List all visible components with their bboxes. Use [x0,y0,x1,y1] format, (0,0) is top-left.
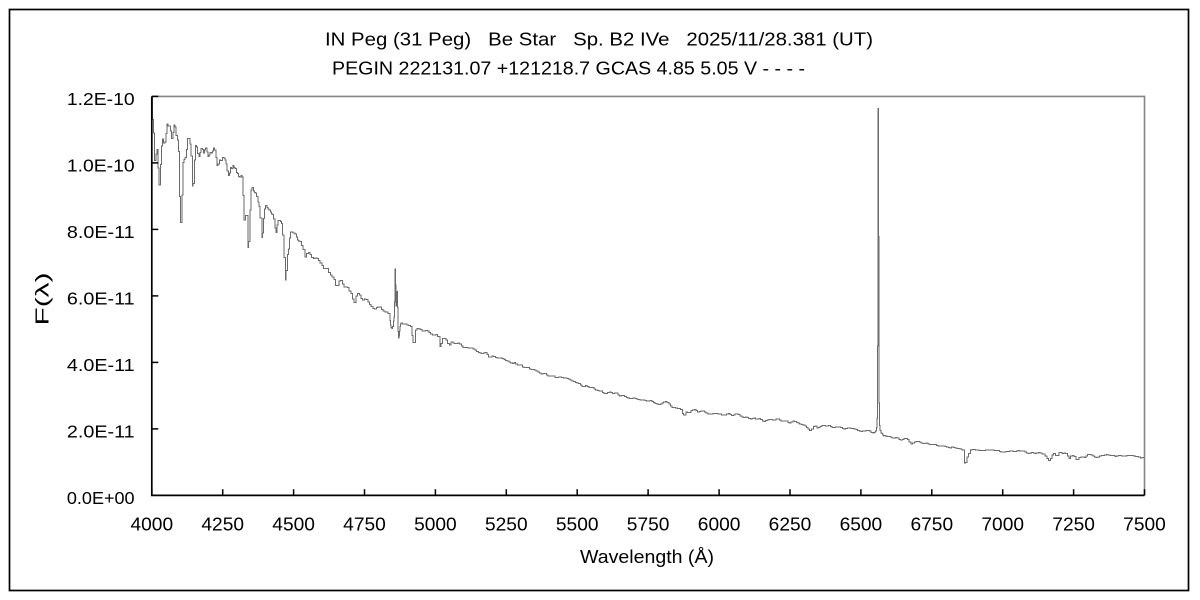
svg-text:F(λ): F(λ) [33,273,53,326]
svg-text:0.0E+00: 0.0E+00 [67,488,135,508]
svg-text:PEGIN 222131.07 +121218.7 GCAS: PEGIN 222131.07 +121218.7 GCAS 4.85 5.05… [332,59,805,79]
svg-text:2.0E-11: 2.0E-11 [67,422,135,442]
svg-text:4.0E-11: 4.0E-11 [67,355,135,375]
svg-text:6000: 6000 [698,515,741,535]
svg-text:Wavelength (Å): Wavelength (Å) [580,547,714,567]
svg-text:7000: 7000 [981,515,1024,535]
svg-text:1.0E-10: 1.0E-10 [67,156,135,176]
svg-text:5500: 5500 [556,515,599,535]
svg-text:4500: 4500 [272,515,315,535]
svg-text:4000: 4000 [131,515,174,535]
svg-text:7500: 7500 [1123,515,1166,535]
svg-text:6500: 6500 [840,515,883,535]
svg-text:7250: 7250 [1052,515,1095,535]
svg-text:4750: 4750 [343,515,386,535]
svg-text:6250: 6250 [769,515,812,535]
svg-text:6.0E-11: 6.0E-11 [67,289,135,309]
svg-text:6750: 6750 [911,515,954,535]
svg-text:5250: 5250 [485,515,528,535]
svg-text:5750: 5750 [627,515,670,535]
svg-text:IN Peg (31 Peg) Be Star Sp: IN Peg (31 Peg) Be Star Sp. B2 IVe 2025/… [325,30,873,50]
svg-text:5000: 5000 [414,515,457,535]
svg-text:1.2E-10: 1.2E-10 [67,89,135,109]
svg-text:4250: 4250 [201,515,244,535]
svg-text:8.0E-11: 8.0E-11 [67,222,135,242]
